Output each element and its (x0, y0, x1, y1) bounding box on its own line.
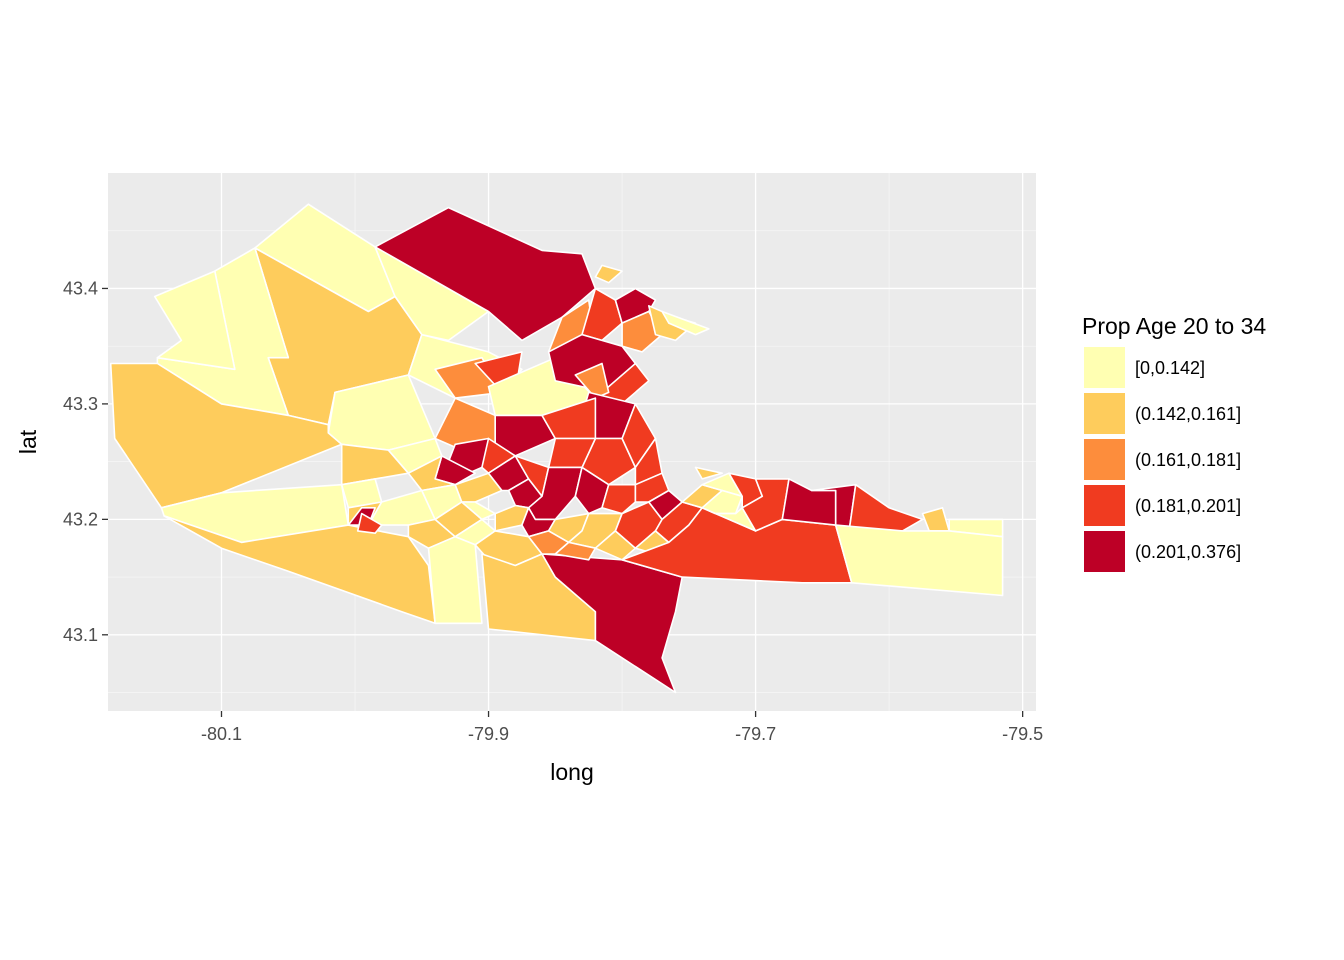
legend-title: Prop Age 20 to 34 (1082, 313, 1266, 339)
legend: Prop Age 20 to 34 [0,0.142] (0.142,0.161]… (1082, 313, 1266, 572)
tract-polygon (153, 270, 236, 371)
legend-swatch (1084, 531, 1125, 572)
x-tick-label: -79.7 (735, 724, 776, 744)
y-axis-title: lat (15, 429, 41, 454)
x-tick-label: -79.9 (468, 724, 509, 744)
tract-polygon (834, 524, 1004, 597)
tract-polygon (454, 472, 503, 503)
x-tick-label: -79.5 (1002, 724, 1043, 744)
tract-polygon (356, 512, 383, 535)
tract-polygon (574, 362, 610, 399)
tract-polygon (848, 483, 924, 532)
legend-swatch (1084, 485, 1125, 526)
x-tick-label: -80.1 (201, 724, 242, 744)
x-axis: -80.1 -79.9 -79.7 -79.5 (201, 711, 1043, 744)
legend-label: (0.161,0.181] (1135, 450, 1241, 470)
tract-polygon (407, 455, 457, 492)
legend-label: (0.201,0.376] (1135, 542, 1241, 562)
y-tick-label: 43.2 (63, 509, 98, 529)
legend-swatch (1084, 393, 1125, 434)
tract-polygon (694, 466, 724, 480)
census-tracts (109, 203, 1004, 694)
y-tick-label: 43.4 (63, 278, 98, 298)
tract-polygon (494, 414, 557, 457)
y-tick-label: 43.3 (63, 394, 98, 414)
y-axis: 43.1 43.2 43.3 43.4 (63, 278, 108, 645)
tract-polygon (427, 535, 483, 625)
legend-label: (0.181,0.201] (1135, 496, 1241, 516)
tract-polygon (581, 287, 623, 342)
tract-polygon (594, 264, 623, 284)
tract-polygon (661, 310, 710, 336)
x-axis-title: long (550, 759, 593, 785)
legend-items: [0,0.142] (0.142,0.161] (0.161,0.181] (0.18… (1084, 347, 1241, 572)
legend-label: [0,0.142] (1135, 358, 1205, 378)
legend-label: (0.142,0.161] (1135, 404, 1241, 424)
legend-swatch (1084, 347, 1125, 388)
tract-polygon (614, 287, 657, 324)
legend-swatch (1084, 439, 1125, 480)
y-tick-label: 43.1 (63, 625, 98, 645)
tract-polygon (374, 246, 490, 342)
